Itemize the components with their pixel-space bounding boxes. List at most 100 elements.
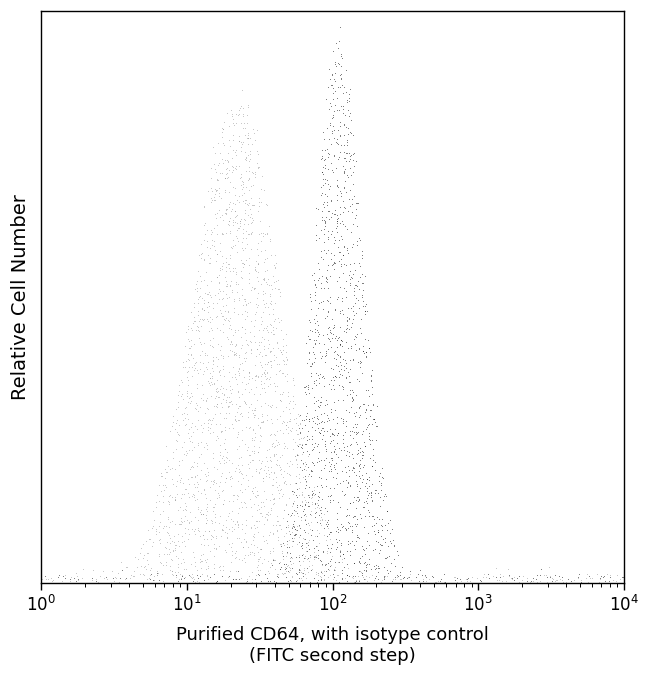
- Point: [452, 577, 462, 587]
- Point: [263, 301, 273, 312]
- Point: [285, 408, 295, 419]
- Point: [341, 510, 352, 521]
- Point: [292, 525, 302, 535]
- Point: [549, 570, 560, 581]
- Point: [303, 470, 313, 481]
- Point: [322, 206, 333, 216]
- Point: [324, 64, 335, 74]
- Point: [202, 571, 212, 581]
- Point: [276, 367, 287, 378]
- Point: [343, 562, 354, 573]
- Point: [186, 341, 196, 352]
- Point: [316, 473, 326, 483]
- Point: [283, 566, 294, 577]
- Point: [108, 573, 118, 583]
- Point: [229, 206, 240, 216]
- Point: [355, 362, 365, 373]
- Point: [196, 320, 206, 331]
- Point: [198, 389, 209, 400]
- Point: [110, 572, 120, 583]
- Point: [316, 182, 326, 193]
- Point: [309, 550, 320, 561]
- Point: [199, 201, 209, 212]
- Point: [266, 320, 276, 331]
- Point: [209, 539, 220, 550]
- Point: [110, 578, 120, 589]
- Point: [325, 291, 335, 302]
- Point: [189, 441, 200, 452]
- Point: [233, 403, 243, 414]
- Point: [296, 449, 307, 460]
- Point: [246, 399, 256, 410]
- Point: [357, 452, 367, 463]
- Point: [259, 501, 269, 512]
- Point: [176, 492, 186, 503]
- Point: [332, 276, 342, 287]
- Point: [176, 515, 186, 526]
- Point: [355, 578, 365, 589]
- Point: [231, 379, 242, 389]
- Point: [233, 222, 243, 233]
- Point: [328, 429, 338, 439]
- Point: [330, 58, 340, 69]
- Point: [212, 272, 222, 283]
- Point: [222, 391, 233, 402]
- Point: [329, 264, 339, 274]
- Point: [86, 572, 97, 583]
- Point: [211, 386, 221, 397]
- Point: [304, 500, 315, 511]
- Point: [250, 169, 260, 180]
- Point: [281, 479, 291, 489]
- Point: [324, 423, 335, 434]
- Point: [206, 391, 216, 402]
- Point: [181, 450, 191, 460]
- Point: [180, 528, 190, 539]
- Point: [192, 283, 202, 293]
- Point: [283, 508, 294, 519]
- Point: [161, 466, 172, 477]
- Point: [172, 427, 182, 437]
- Point: [248, 528, 259, 539]
- Point: [281, 500, 291, 511]
- Point: [142, 554, 153, 565]
- Point: [206, 340, 216, 351]
- Point: [289, 521, 300, 532]
- Point: [306, 291, 316, 302]
- Point: [158, 575, 168, 586]
- Point: [148, 575, 158, 586]
- Point: [321, 481, 332, 491]
- Point: [170, 539, 181, 550]
- Point: [266, 280, 276, 291]
- Point: [274, 283, 284, 294]
- Point: [326, 554, 336, 564]
- Point: [312, 541, 322, 552]
- Point: [343, 172, 353, 183]
- Point: [359, 407, 370, 418]
- Point: [348, 148, 358, 159]
- Point: [357, 577, 367, 588]
- Point: [256, 197, 266, 208]
- Point: [179, 510, 190, 521]
- Point: [216, 264, 227, 274]
- Point: [70, 568, 81, 579]
- Point: [250, 403, 260, 414]
- Point: [383, 517, 393, 528]
- Point: [271, 458, 281, 469]
- Point: [604, 571, 615, 582]
- Point: [203, 525, 214, 536]
- Point: [178, 573, 188, 583]
- Point: [183, 423, 194, 434]
- Point: [196, 550, 206, 560]
- Point: [354, 466, 364, 477]
- Point: [352, 448, 363, 459]
- Point: [317, 481, 327, 492]
- Point: [346, 322, 357, 333]
- Point: [142, 547, 152, 558]
- Point: [454, 573, 465, 584]
- Point: [198, 423, 208, 434]
- Point: [268, 542, 278, 553]
- Point: [556, 572, 567, 583]
- Point: [224, 121, 234, 132]
- Point: [247, 454, 257, 465]
- Point: [415, 564, 426, 575]
